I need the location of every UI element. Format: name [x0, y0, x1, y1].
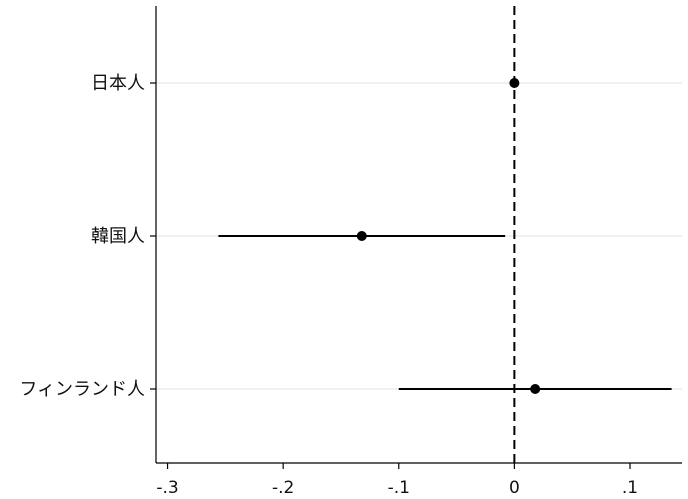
x-tick-label: .1	[622, 478, 638, 498]
x-ticks: -.3 -.2 -.1 0 .1	[156, 463, 638, 498]
point-estimates	[356, 78, 541, 394]
confidence-intervals	[218, 235, 672, 390]
point-estimate	[509, 78, 520, 88]
x-tick-label: -.3	[156, 478, 178, 498]
category-label: 日本人	[91, 73, 145, 94]
axes	[155, 6, 682, 464]
point-estimate	[356, 231, 367, 241]
category-label: 韓国人	[91, 226, 145, 247]
x-tick-label: -.1	[388, 478, 410, 498]
category-label: フィンランド人	[19, 379, 145, 400]
point-estimate	[530, 384, 541, 394]
x-tick-label: 0	[509, 478, 520, 498]
x-tick-label: -.2	[272, 478, 294, 498]
